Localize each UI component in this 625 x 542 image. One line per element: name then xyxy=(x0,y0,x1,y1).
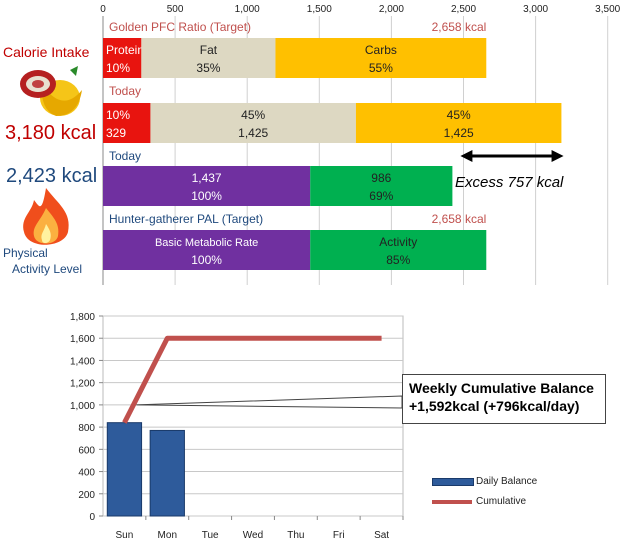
y-tick-label: 600 xyxy=(78,445,95,456)
segment-label: Basic Metabolic Rate xyxy=(155,237,258,249)
callout-line2: +1,592kcal (+796kcal/day) xyxy=(409,398,580,414)
segment-label: Protein xyxy=(106,43,144,57)
calorie-intake-label: Calorie Intake xyxy=(3,44,90,60)
x-tick-label: Sun xyxy=(116,530,134,541)
row-title: Today xyxy=(109,84,141,98)
segment-label: 100% xyxy=(191,253,222,267)
bar-segment-carbs xyxy=(355,103,562,143)
callout-line1: Weekly Cumulative Balance xyxy=(409,380,594,396)
x-tick-label: 1,500 xyxy=(307,4,332,15)
x-tick-label: Mon xyxy=(158,530,177,541)
row-total-label: 2,658 kcal xyxy=(432,20,487,34)
segment-label: Carbs xyxy=(365,43,397,57)
bar-segment-fat xyxy=(150,103,356,143)
legend-cumulative-label: Cumulative xyxy=(476,496,527,507)
segment-label: 1,437 xyxy=(192,171,222,185)
segment-label: 55% xyxy=(369,61,393,75)
flame-icon xyxy=(14,186,78,252)
physical-label-line2: Activity Level xyxy=(12,262,83,276)
row-total-label: 2,658 kcal xyxy=(432,212,487,226)
y-tick-label: 200 xyxy=(78,490,95,501)
y-tick-label: 1,200 xyxy=(70,379,95,390)
plot-area xyxy=(102,315,404,517)
y-tick-label: 1,400 xyxy=(70,356,95,367)
bar-segment-bmr xyxy=(103,166,311,206)
daily-balance-bar xyxy=(106,422,143,517)
daily-balance-bar xyxy=(149,429,185,517)
bar-segment-bmr xyxy=(103,230,311,270)
segment-label: 85% xyxy=(386,253,410,267)
y-tick-label: 0 xyxy=(89,512,95,523)
x-tick-label: 2,000 xyxy=(379,4,404,15)
pfc-pal-chart: 0 500 1,000 1,500 2,000 2,500 3,000 3,500 Golden… xyxy=(100,4,621,285)
x-tick-label: 0 xyxy=(100,4,106,15)
segment-label: 10% xyxy=(106,108,130,122)
weekly-balance-callout: Weekly Cumulative Balance +1,592kcal (+7… xyxy=(402,374,606,424)
segment-label: 35% xyxy=(196,61,220,75)
legend-cumulative-swatch xyxy=(432,500,472,504)
excess-label: Excess 757 kcal xyxy=(455,174,564,191)
x-tick-label: Tue xyxy=(202,530,219,541)
calorie-intake-value: 3,180 kcal xyxy=(5,122,97,144)
row-title: Today xyxy=(109,149,141,163)
segment-label: 986 xyxy=(371,171,391,185)
physical-label-line1: Physical xyxy=(3,246,48,260)
activity-value: 2,423 kcal xyxy=(6,165,98,187)
x-tick-label: 1,000 xyxy=(235,4,260,15)
excess-arrow-head-right xyxy=(551,150,564,162)
x-tick-label: 3,500 xyxy=(595,4,620,15)
row-title: Golden PFC Ratio (Target) xyxy=(109,20,251,34)
bar-segment-protein xyxy=(103,103,151,143)
y-tick-label: 400 xyxy=(78,468,95,479)
segment-label: 329 xyxy=(106,126,126,140)
segment-label: 100% xyxy=(191,189,222,203)
segment-label: Fat xyxy=(200,43,218,57)
bar-segment-fat xyxy=(141,38,276,78)
segment-label: 69% xyxy=(369,189,393,203)
segment-label: 1,425 xyxy=(444,126,474,140)
x-tick-label: 3,000 xyxy=(523,4,548,15)
bar-segment-activity xyxy=(310,166,453,206)
segment-label: 1,425 xyxy=(238,126,268,140)
segment-label: 45% xyxy=(241,108,265,122)
callout-pointer xyxy=(136,395,403,409)
legend-daily-swatch xyxy=(432,478,474,486)
food-icon xyxy=(12,64,84,122)
excess-arrow-head-left xyxy=(460,150,473,162)
y-tick-label: 1,600 xyxy=(70,334,95,345)
x-tick-label: 2,500 xyxy=(451,4,476,15)
segment-label: Activity xyxy=(379,235,417,249)
x-tick-label: Thu xyxy=(287,530,304,541)
y-tick-label: 1,800 xyxy=(70,312,95,323)
row-title: Hunter-gatherer PAL (Target) xyxy=(109,212,263,226)
y-tick-label: 1,000 xyxy=(70,401,95,412)
legend-daily-label: Daily Balance xyxy=(476,476,538,487)
x-tick-label: Sat xyxy=(374,530,389,541)
bar-segment-carbs xyxy=(275,38,487,78)
y-tick-label: 800 xyxy=(78,423,95,434)
segment-label: 45% xyxy=(447,108,471,122)
x-tick-label: 500 xyxy=(167,4,184,15)
cumulative-line xyxy=(122,335,382,424)
segment-label: 10% xyxy=(106,61,130,75)
bar-segment-protein xyxy=(103,38,142,78)
x-tick-label: Wed xyxy=(243,530,263,541)
bar-segment-activity xyxy=(310,230,487,270)
x-tick-label: Fri xyxy=(333,530,345,541)
